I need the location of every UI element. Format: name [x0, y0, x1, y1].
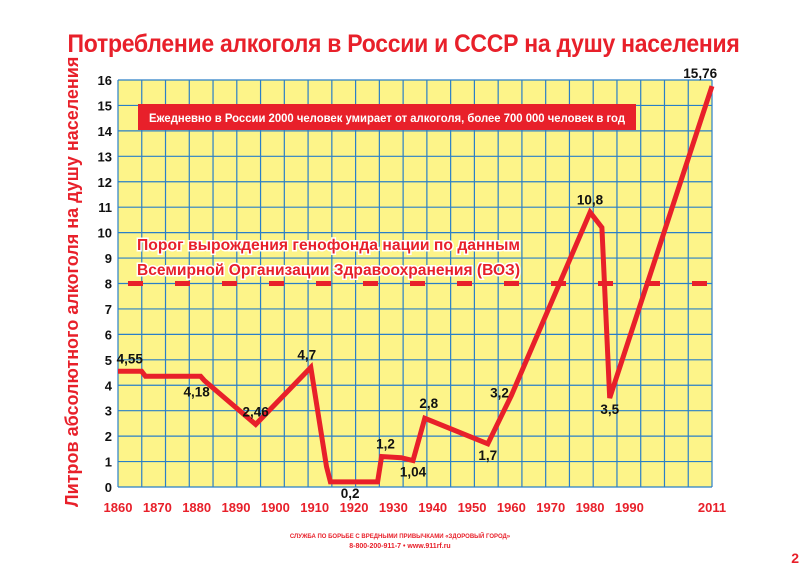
y-tick-label: 3: [105, 404, 112, 419]
y-tick-label: 16: [98, 73, 112, 88]
banner-text: Ежедневно в России 2000 человек умирает …: [149, 113, 626, 125]
data-labels: 4,55 4,18 2,46 4,7 0,2 1,2 1,04 2,8 1,7 3,2 10,8 3,…: [117, 66, 718, 501]
x-tick-labels: 1860 1870 1880 1890 1900 1910 1920 1930 1940 1950…: [104, 500, 727, 515]
data-label: 15,76: [683, 66, 717, 81]
x-tick-label: 1860: [104, 500, 133, 515]
footer-service-name: СЛУЖБА ПО БОРЬБЕ С ВРЕДНЫМИ ПРИВЫЧКАМИ «…: [289, 534, 511, 540]
x-tick-label: 1910: [300, 500, 329, 515]
data-label: 0,2: [341, 486, 360, 501]
series-line: [118, 85, 715, 485]
data-label: 4,55: [117, 351, 144, 366]
data-label: 2,46: [243, 404, 270, 419]
y-tick-label: 15: [98, 98, 112, 113]
data-label: 4,7: [297, 347, 316, 362]
y-tick-label: 10: [98, 226, 112, 241]
y-tick-label: 5: [105, 353, 112, 368]
banner-background: [138, 104, 636, 130]
y-tick-label: 12: [98, 175, 112, 190]
y-tick-label: 14: [98, 124, 113, 139]
x-tick-label: 1870: [143, 500, 172, 515]
x-tick-label: 1980: [576, 500, 605, 515]
x-tick-label: 2011: [698, 500, 726, 515]
page-number: 2: [791, 550, 799, 566]
data-label: 1,7: [478, 448, 497, 463]
x-tick-label: 1940: [418, 500, 447, 515]
x-tick-label: 1890: [222, 500, 251, 515]
x-tick-label: 1970: [536, 500, 565, 515]
chart-title: Потребление алкоголя в России и СССР на …: [67, 30, 740, 58]
data-label: 1,04: [400, 465, 427, 480]
y-tick-label: 1: [105, 455, 112, 470]
y-tick-label: 6: [105, 327, 112, 342]
y-tick-label: 13: [98, 149, 112, 164]
x-tick-label: 1990: [615, 500, 644, 515]
data-label: 1,2: [376, 436, 395, 451]
x-tick-label: 1960: [497, 500, 526, 515]
footer-contacts: 8-800-200-911-7 • www.911rf.ru: [349, 543, 451, 550]
data-label: 3,5: [600, 402, 619, 417]
y-tick-label: 2: [105, 429, 112, 444]
y-tick-label: 7: [105, 302, 112, 317]
y-tick-label: 9: [105, 251, 112, 266]
data-label: 10,8: [577, 192, 604, 207]
threshold-label-line1: Порог вырождения генофонда нации по данн…: [137, 237, 520, 254]
y-tick-label: 8: [105, 277, 112, 292]
data-label: 3,2: [490, 386, 509, 401]
x-tick-label: 1930: [379, 500, 408, 515]
data-label: 4,18: [184, 385, 211, 400]
y-tick-label: 11: [98, 200, 112, 215]
x-tick-label: 1920: [340, 500, 369, 515]
y-tick-label: 4: [105, 378, 113, 393]
x-tick-label: 1880: [182, 500, 211, 515]
banner: Ежедневно в России 2000 человек умирает …: [138, 104, 636, 130]
x-tick-label: 1950: [458, 500, 487, 515]
threshold-label-line2: Всемирной Организации Здравоохранения (В…: [137, 262, 520, 279]
y-tick-label: 0: [105, 480, 112, 495]
data-label: 2,8: [419, 396, 438, 411]
x-tick-label: 1900: [261, 500, 290, 515]
